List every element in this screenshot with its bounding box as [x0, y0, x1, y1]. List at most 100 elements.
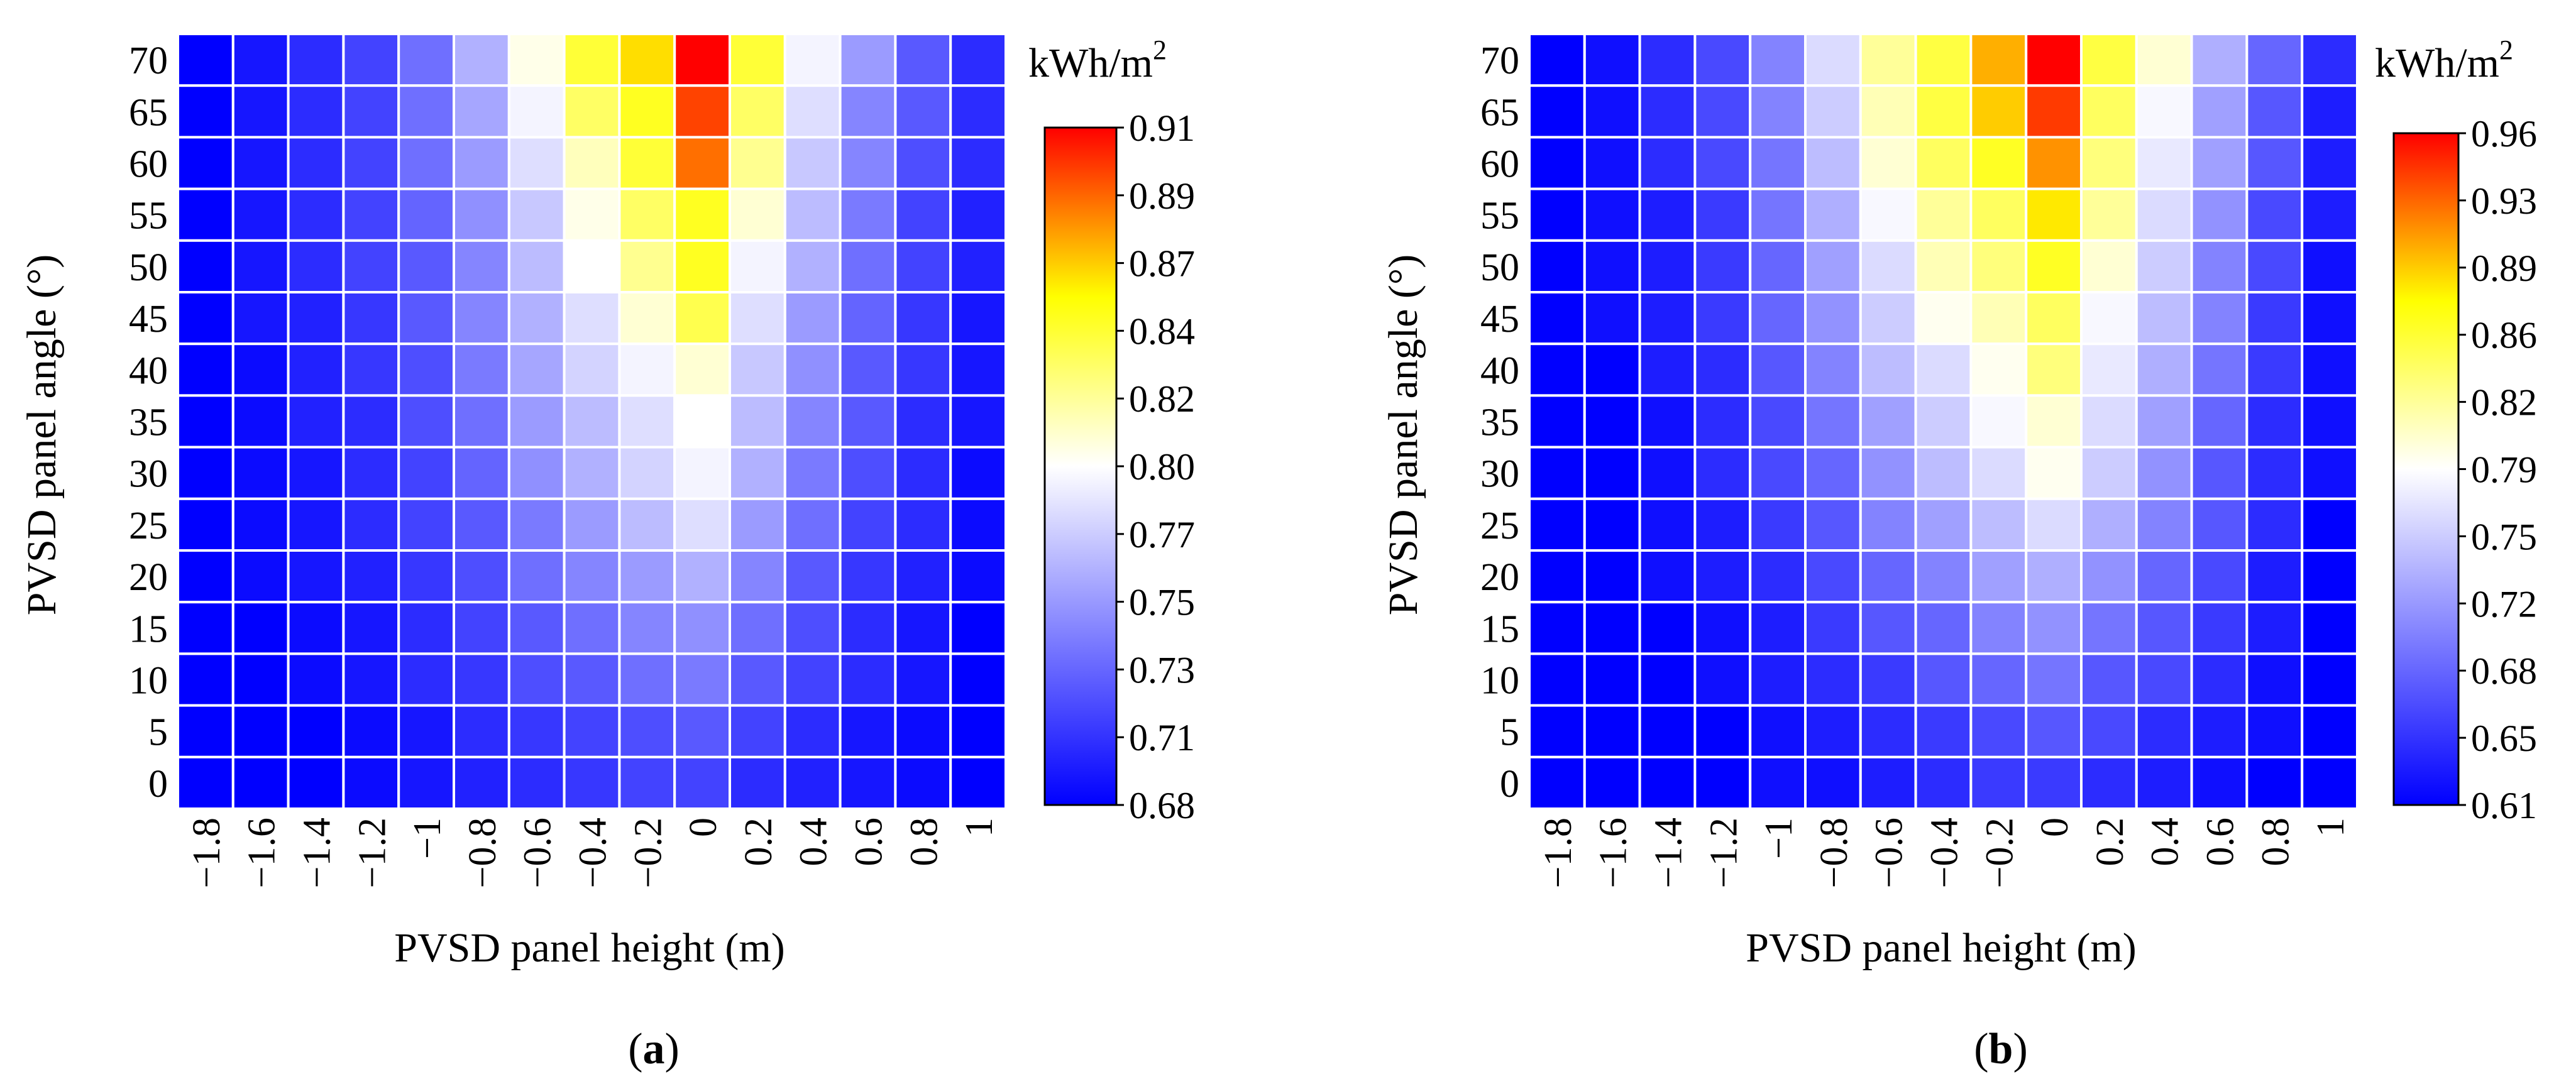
heatmap-cell — [2080, 497, 2138, 552]
heatmap-cell — [1969, 704, 2028, 758]
heatmap-cell — [231, 549, 290, 604]
heatmap-cell — [2301, 497, 2359, 552]
heatmap-cell — [2245, 704, 2304, 758]
heatmap-cell — [1749, 33, 1807, 87]
heatmap-cell — [839, 33, 897, 87]
heatmap-cell — [729, 704, 786, 758]
heatmap-cell — [1749, 755, 1807, 811]
heatmap-cell — [1638, 446, 1697, 500]
heatmap-cell — [2025, 291, 2083, 346]
x-tick-label: −0.8 — [1813, 818, 1856, 888]
colorbar-tick-label: 0.75 — [2471, 516, 2537, 557]
heatmap-cell — [618, 239, 676, 293]
heatmap-cell — [2080, 755, 2138, 811]
heatmap-cell — [397, 187, 456, 242]
heatmap-cell — [507, 239, 566, 293]
heatmap-cell — [1693, 239, 1752, 293]
heatmap-cell — [342, 84, 400, 139]
heatmap-cell — [839, 136, 897, 190]
y-tick-label: 45 — [129, 298, 168, 341]
heatmap-cell — [2190, 291, 2248, 346]
heatmap-cell — [729, 601, 786, 655]
heatmap-cell — [177, 394, 234, 449]
heatmap-cell — [397, 291, 456, 346]
heatmap-cell — [894, 136, 952, 190]
heatmap-cell — [673, 497, 731, 552]
heatmap-cell — [2245, 755, 2304, 811]
heatmap-cell — [1749, 394, 1807, 449]
heatmap-cell — [1528, 394, 1586, 449]
heatmap-cell — [618, 549, 676, 604]
y-tick-label: 50 — [129, 246, 168, 289]
heatmap-cell — [1693, 549, 1752, 604]
heatmap-cell — [618, 652, 676, 707]
heatmap-cell — [839, 291, 897, 346]
heatmap-cell — [563, 291, 621, 346]
heatmap-cell — [839, 497, 897, 552]
heatmap-cell — [507, 755, 566, 811]
heatmap-cell — [177, 497, 234, 552]
heatmap-cell — [1583, 704, 1641, 758]
heatmap-cell — [453, 33, 510, 87]
heatmap-cell — [2190, 446, 2248, 500]
y-tick-label: 30 — [1480, 453, 1519, 496]
heatmap-cell — [1638, 497, 1697, 552]
heatmap-cell — [2301, 601, 2359, 655]
x-tick-label: 0 — [2034, 818, 2076, 837]
heatmap-cell — [231, 136, 290, 190]
heatmap-cell — [2301, 652, 2359, 707]
heatmap-cell — [2080, 239, 2138, 293]
heatmap-cell — [231, 704, 290, 758]
y-tick-label: 60 — [129, 143, 168, 186]
heatmap-cell — [342, 704, 400, 758]
colorbar-tick-label: 0.86 — [2471, 315, 2537, 356]
heatmap-cell — [1914, 291, 1973, 346]
heatmap-cell — [1528, 755, 1586, 811]
heatmap-cell — [618, 136, 676, 190]
heatmap-cell — [783, 33, 842, 87]
heatmap-cell — [1914, 394, 1973, 449]
heatmap-cell — [397, 446, 456, 500]
heatmap-cell — [453, 342, 510, 397]
heatmap-cell — [949, 136, 1007, 190]
x-tick-label: 0.8 — [2254, 818, 2297, 867]
heatmap-cell — [1749, 549, 1807, 604]
heatmap-cell — [342, 755, 400, 811]
x-axis-title-b: PVSD panel height (m) — [1746, 925, 2136, 971]
heatmap-cell — [2301, 549, 2359, 604]
heatmap-cell — [2190, 704, 2248, 758]
heatmap-cell — [1638, 601, 1697, 655]
heatmap-cell — [1859, 342, 1917, 397]
heatmap-cell — [2025, 652, 2083, 707]
y-tick-labels-b: 0 5 10 15 20 25 30 35 40 45 50 55 60 65 70 — [1480, 40, 1519, 806]
y-tick-label: 20 — [1480, 556, 1519, 599]
heatmap-cell — [2135, 33, 2193, 87]
heatmap-cell — [2301, 33, 2359, 87]
heatmap-cell — [2080, 549, 2138, 604]
y-tick-label: 45 — [1480, 298, 1519, 341]
heatmap-cell — [2190, 136, 2248, 190]
heatmap-cell — [2080, 291, 2138, 346]
heatmap-cell — [507, 497, 566, 552]
y-tick-label: 30 — [129, 453, 168, 496]
heatmap-cell — [1914, 342, 1973, 397]
heatmap-cell — [729, 497, 786, 552]
heatmap-cell — [1638, 652, 1697, 707]
heatmap-cell — [1804, 33, 1862, 87]
heatmap-cell — [397, 239, 456, 293]
heatmap-cell — [894, 549, 952, 604]
y-tick-label: 35 — [129, 402, 168, 444]
heatmap-cell — [2301, 704, 2359, 758]
heatmap-cell — [2301, 755, 2359, 811]
heatmap-cell — [287, 239, 345, 293]
heatmap-cell — [563, 84, 621, 139]
heatmap-cell — [231, 601, 290, 655]
heatmap-cell — [1583, 497, 1641, 552]
heatmap-cell — [563, 704, 621, 758]
heatmap-cell — [2190, 755, 2248, 811]
heatmap-cell — [2190, 497, 2248, 552]
heatmap-cell — [342, 291, 400, 346]
heatmap-cell — [1969, 497, 2028, 552]
heatmap-cell — [2245, 84, 2304, 139]
